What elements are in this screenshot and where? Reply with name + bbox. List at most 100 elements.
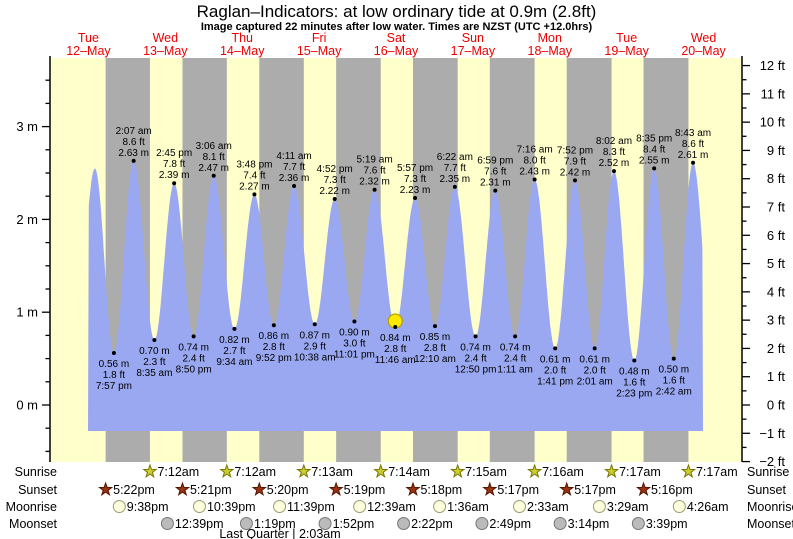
moonset-time: 3:14pm (568, 517, 610, 531)
day-name-label: Wed (691, 31, 717, 45)
tide-low-time: 8:50 pm (176, 364, 212, 375)
day-date-label: 17–May (451, 44, 496, 58)
moonset-time: 12:39pm (175, 517, 224, 531)
tide-event-dot (532, 177, 537, 182)
tide-low-time: 10:38 am (294, 352, 336, 363)
tide-low-time: 12:10 am (414, 354, 456, 365)
tide-high-m: 2.43 m (519, 166, 550, 177)
left-tick-label: 0 m (16, 398, 38, 413)
tide-high-time: 5:19 am (357, 155, 393, 166)
moonrise-icon (433, 500, 447, 513)
tide-high-ft: 7.6 ft (484, 167, 506, 178)
right-tick-label: −2 ft (759, 454, 785, 469)
sunset-time: 5:21pm (190, 483, 232, 497)
tide-low-m: 0.84 m (380, 333, 411, 344)
tide-high-time: 6:22 am (437, 152, 473, 163)
sunrise-time: 7:15am (465, 465, 507, 479)
tide-event-dot (271, 323, 276, 328)
tide-low-ft: 2.9 ft (304, 341, 326, 352)
sunrise-star-icon (603, 463, 620, 479)
tide-event-dot (191, 334, 196, 339)
sunrise-time: 7:17am (696, 465, 738, 479)
tide-high-m: 2.22 m (319, 186, 350, 197)
tide-event-dot (111, 351, 116, 356)
tide-high-time: 8:35 pm (636, 133, 672, 144)
tide-high-ft: 7.7 ft (283, 162, 305, 173)
tide-high-time: 2:07 am (116, 126, 152, 137)
sunrise-star-icon (680, 463, 697, 479)
tide-high-m: 2.63 m (118, 148, 149, 159)
tide-high-time: 6:59 pm (477, 156, 513, 167)
right-tick-label: −1 ft (759, 426, 785, 441)
moonset-icon (318, 517, 332, 530)
tide-low-time: 7:57 pm (96, 381, 132, 392)
tide-high-ft: 8.6 ft (123, 137, 145, 148)
moonrise-time: 9:38pm (127, 500, 169, 514)
day-name-label: Tue (78, 31, 99, 45)
day-name-label: Sat (387, 31, 406, 45)
sunrise-star-icon (296, 463, 312, 479)
right-tick-label: 12 ft (760, 58, 786, 73)
tide-low-ft: 1.6 ft (663, 376, 685, 387)
tide-low-ft: 1.6 ft (623, 377, 645, 388)
tide-high-time: 3:06 am (196, 141, 232, 152)
right-tick-label: 2 ft (767, 341, 785, 356)
sunset-time: 5:19pm (344, 483, 386, 497)
sunrise-star-icon (373, 463, 389, 479)
astro-row-label-right: Sunrise (747, 465, 789, 479)
day-date-label: 13–May (143, 44, 188, 58)
tide-low-m: 0.90 m (339, 327, 370, 338)
tide-high-m: 2.39 m (159, 170, 190, 181)
page-title: Raglan–Indicators: at low ordinary tide … (196, 2, 597, 21)
tide-event-dot (553, 346, 558, 351)
tide-high-m: 2.42 m (560, 167, 591, 178)
tide-high-m: 2.55 m (639, 155, 670, 166)
moonset-time: 1:52pm (333, 517, 375, 531)
tide-high-ft: 8.3 ft (603, 147, 625, 158)
moonrise-icon (592, 500, 606, 513)
tide-event-dot (152, 338, 157, 343)
tide-event-dot (671, 356, 676, 361)
tide-low-ft: 2.8 ft (424, 343, 446, 354)
tide-high-ft: 7.8 ft (163, 159, 185, 170)
right-tick-label: 3 ft (767, 313, 785, 328)
tide-event-dot (252, 192, 257, 197)
tide-high-ft: 7.9 ft (564, 156, 586, 167)
sunset-time: 5:16pm (651, 483, 693, 497)
tide-low-m: 0.50 m (658, 365, 689, 376)
moonrise-time: 4:26am (687, 500, 729, 514)
tide-high-ft: 8.1 ft (203, 152, 225, 163)
sunrise-time: 7:14am (388, 465, 430, 479)
tide-low-m: 0.74 m (500, 342, 531, 353)
tide-low-m: 0.74 m (178, 342, 209, 353)
right-tick-label: 0 ft (767, 398, 785, 413)
tide-low-m: 0.85 m (420, 332, 451, 343)
day-name-label: Tue (616, 31, 637, 45)
tide-event-dot (211, 173, 216, 178)
tide-low-ft: 3.0 ft (343, 338, 365, 349)
tide-low-ft: 2.7 ft (223, 346, 245, 357)
tide-low-time: 9:34 am (216, 357, 252, 368)
tide-event-dot (473, 334, 478, 339)
tide-high-m: 2.47 m (198, 163, 229, 174)
sunset-star-icon (559, 481, 575, 497)
sunset-star-icon (251, 481, 267, 497)
moonrise-icon (112, 500, 126, 513)
tide-event-dot (352, 319, 357, 324)
tide-low-ft: 2.4 ft (504, 353, 526, 364)
tide-high-ft: 8.4 ft (643, 144, 665, 155)
tide-high-time: 5:57 pm (397, 163, 433, 174)
astro-rows: Sunrise Sunrise 7:12am 7:12am 7:13am 7:14am 7:… (6, 463, 793, 531)
tide-event-dot (632, 358, 637, 363)
tide-event-dot (232, 326, 237, 331)
moonrise-icon (192, 500, 206, 513)
right-tick-label: 6 ft (767, 228, 785, 243)
tide-high-ft: 7.4 ft (243, 170, 265, 181)
sunrise-star-icon (450, 463, 466, 479)
moonset-icon (397, 517, 411, 530)
tide-event-dot (572, 178, 577, 183)
sunset-time: 5:17pm (497, 483, 539, 497)
sunset-time: 5:17pm (574, 483, 616, 497)
